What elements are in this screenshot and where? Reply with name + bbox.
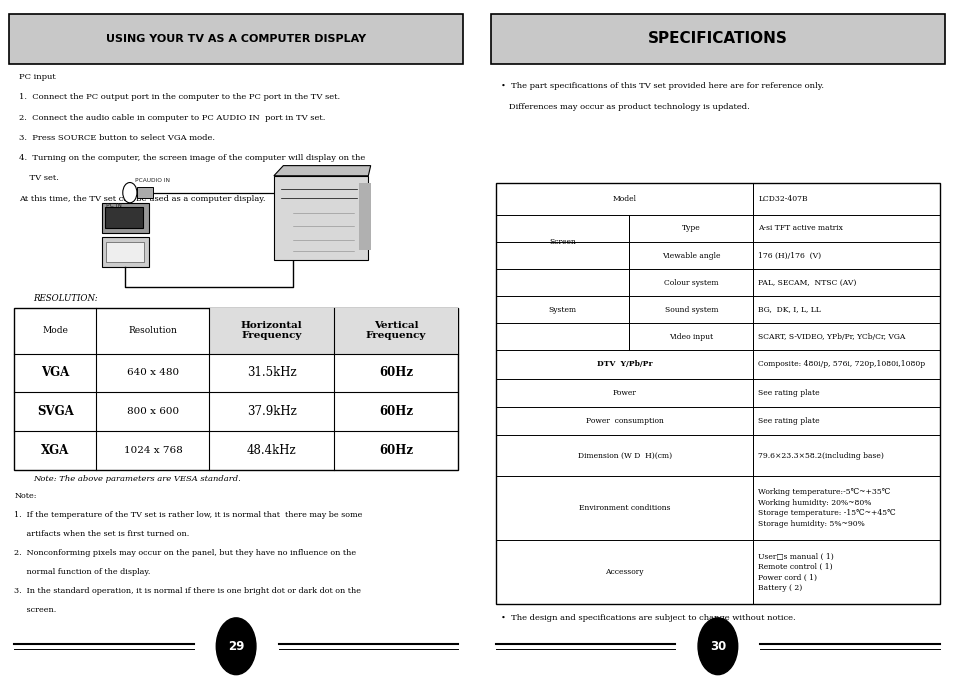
Text: SVGA: SVGA — [37, 405, 73, 418]
Text: Note: The above parameters are VESA standard.: Note: The above parameters are VESA stan… — [33, 475, 240, 483]
Text: XGA: XGA — [41, 444, 70, 457]
Bar — [137, 187, 153, 198]
Text: 3.  In the standard operation, it is normal if there is one bright dot or dark d: 3. In the standard operation, it is norm… — [14, 587, 361, 595]
FancyBboxPatch shape — [274, 176, 368, 260]
Text: 1024 x 768: 1024 x 768 — [123, 446, 182, 455]
Text: PCAUDIO IN: PCAUDIO IN — [134, 178, 170, 183]
Text: VGA: VGA — [41, 366, 70, 379]
Bar — [105, 207, 142, 228]
Text: Vertical
Frequency: Vertical Frequency — [365, 321, 426, 340]
Text: DTV  Y/Pb/Pr: DTV Y/Pb/Pr — [597, 360, 652, 368]
Text: SCART, S-VIDEO, YPb/Pr, YCb/Cr, VGA: SCART, S-VIDEO, YPb/Pr, YCb/Cr, VGA — [758, 333, 904, 341]
Text: Screen: Screen — [549, 238, 576, 246]
Text: PC IN: PC IN — [106, 203, 122, 208]
Text: 640 x 480: 640 x 480 — [127, 368, 179, 377]
Text: Type: Type — [681, 224, 700, 233]
Text: normal function of the display.: normal function of the display. — [14, 568, 151, 576]
Text: Mode: Mode — [42, 326, 68, 335]
Text: •  The design and specifications are subject to change without notice.: • The design and specifications are subj… — [500, 614, 795, 623]
Text: Viewable angle: Viewable angle — [661, 251, 720, 260]
Text: A-si TFT active matrix: A-si TFT active matrix — [758, 224, 842, 233]
Text: artifacts when the set is first turned on.: artifacts when the set is first turned o… — [14, 530, 190, 538]
Text: •  The part specifications of this TV set provided here are for reference only.: • The part specifications of this TV set… — [500, 82, 822, 91]
Text: User□s manual ( 1)
Remote control ( 1)
Power cord ( 1)
Battery ( 2): User□s manual ( 1) Remote control ( 1) P… — [758, 553, 833, 592]
Text: 29: 29 — [228, 639, 244, 653]
Text: SPECIFICATIONS: SPECIFICATIONS — [647, 31, 787, 46]
FancyBboxPatch shape — [491, 14, 943, 64]
Bar — [106, 242, 144, 262]
Text: 1.  Connect the PC output port in the computer to the PC port in the TV set.: 1. Connect the PC output port in the com… — [19, 93, 339, 101]
Text: 4.  Turning on the computer, the screen image of the computer will display on th: 4. Turning on the computer, the screen i… — [19, 154, 365, 162]
FancyBboxPatch shape — [10, 14, 462, 64]
Text: LCD32-407B: LCD32-407B — [758, 195, 807, 203]
Text: TV set.: TV set. — [19, 174, 59, 183]
Text: Sound system: Sound system — [664, 306, 718, 314]
Text: 79.6×23.3×58.2(including base): 79.6×23.3×58.2(including base) — [758, 452, 883, 460]
Text: 30: 30 — [709, 639, 725, 653]
Text: Composite: 480i/p, 576i, 720p,1080i,1080p: Composite: 480i/p, 576i, 720p,1080i,1080… — [758, 360, 924, 368]
Bar — [358, 183, 371, 250]
Text: screen.: screen. — [14, 606, 56, 614]
Text: Note:: Note: — [14, 492, 36, 500]
Text: PAL, SECAM,  NTSC (AV): PAL, SECAM, NTSC (AV) — [758, 279, 856, 287]
Polygon shape — [274, 166, 371, 176]
Text: See rating plate: See rating plate — [758, 417, 819, 425]
Text: Dimension (W D  H)(cm): Dimension (W D H)(cm) — [577, 452, 671, 460]
Circle shape — [216, 618, 255, 675]
Bar — [496, 183, 939, 604]
Text: 2.  Connect the audio cable in computer to PC AUDIO IN  port in TV set.: 2. Connect the audio cable in computer t… — [19, 114, 325, 122]
Text: 176 (H)/176  (V): 176 (H)/176 (V) — [758, 251, 821, 260]
Bar — [210, 308, 334, 354]
Bar — [101, 237, 149, 267]
Text: Working temperature:-5℃~+35℃
Working humidity: 20%~80%
Storage temperature: -15℃: Working temperature:-5℃~+35℃ Working hum… — [758, 489, 895, 527]
Text: 3.  Press SOURCE button to select VGA mode.: 3. Press SOURCE button to select VGA mod… — [19, 134, 214, 142]
Text: 2.  Nonconforming pixels may occur on the panel, but they have no influence on t: 2. Nonconforming pixels may occur on the… — [14, 549, 355, 557]
Text: 60Hz: 60Hz — [378, 405, 413, 418]
Text: 1.  If the temperature of the TV set is rather low, it is normal that  there may: 1. If the temperature of the TV set is r… — [14, 511, 362, 519]
Text: System: System — [548, 306, 576, 314]
Text: RESOLUTION:: RESOLUTION: — [33, 294, 97, 303]
Text: 48.4kHz: 48.4kHz — [247, 444, 296, 457]
Text: 800 x 600: 800 x 600 — [127, 407, 179, 416]
Text: Model: Model — [612, 195, 636, 203]
Text: 60Hz: 60Hz — [378, 366, 413, 379]
Text: At this time, the TV set can be used as a computer display.: At this time, the TV set can be used as … — [19, 195, 265, 203]
Text: Video input: Video input — [668, 333, 713, 341]
Text: USING YOUR TV AS A COMPUTER DISPLAY: USING YOUR TV AS A COMPUTER DISPLAY — [106, 34, 366, 43]
Text: Power  consumption: Power consumption — [585, 417, 663, 425]
Text: 31.5kHz: 31.5kHz — [247, 366, 296, 379]
Bar — [334, 308, 457, 354]
Text: 37.9kHz: 37.9kHz — [247, 405, 296, 418]
Circle shape — [698, 618, 737, 675]
Text: Environment conditions: Environment conditions — [578, 504, 670, 512]
Text: Differences may occur as product technology is updated.: Differences may occur as product technol… — [500, 103, 749, 111]
Text: Power: Power — [612, 389, 636, 397]
Text: Resolution: Resolution — [129, 326, 177, 335]
Text: See rating plate: See rating plate — [758, 389, 819, 397]
Text: Colour system: Colour system — [663, 279, 718, 287]
Circle shape — [123, 183, 137, 203]
Bar — [14, 308, 457, 470]
Text: Accessory: Accessory — [605, 569, 643, 576]
Bar — [101, 203, 149, 233]
Text: Horizontal
Frequency: Horizontal Frequency — [240, 321, 302, 340]
Text: BG,  DK, I, L, LL: BG, DK, I, L, LL — [758, 306, 820, 314]
Text: 60Hz: 60Hz — [378, 444, 413, 457]
Text: PC input: PC input — [19, 73, 55, 81]
